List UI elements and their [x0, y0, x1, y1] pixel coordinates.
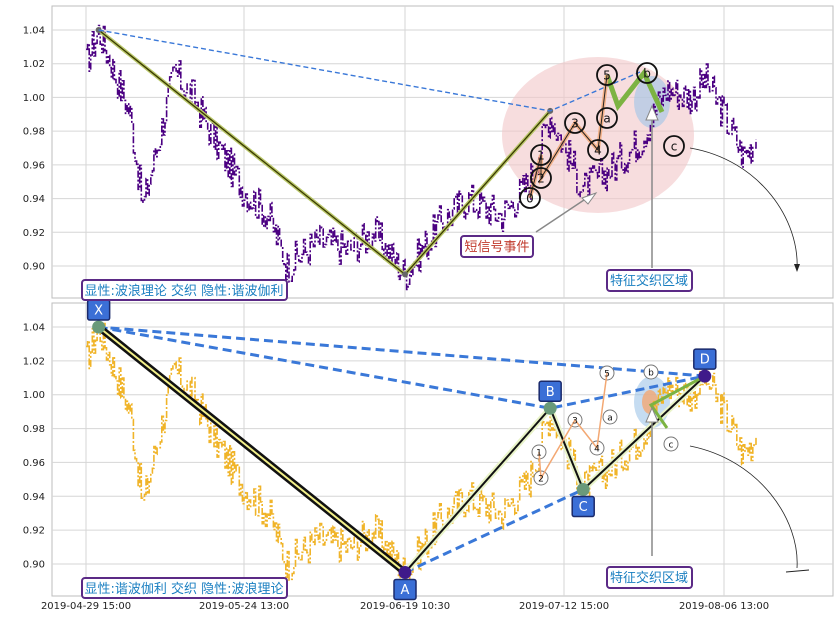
- plot-frame-1: [51, 302, 834, 597]
- bottom-green-wave: [648, 374, 706, 429]
- harmonic-label-a: A: [401, 583, 410, 598]
- harmonic-point-b: [543, 401, 557, 415]
- harmonic-label-c: C: [579, 500, 588, 515]
- harmonic-point-c: [576, 483, 590, 497]
- bottom-curve-arrow: [689, 445, 798, 569]
- top-curve-arrowhead: [794, 264, 800, 272]
- top-price-line: [86, 24, 757, 291]
- y-tick-label: 0.94: [23, 492, 45, 503]
- top-wave-label: 2: [537, 172, 545, 186]
- bottom-ac-dash: [404, 488, 584, 574]
- top-event-arrow: [535, 195, 591, 233]
- top-green-wave: [604, 68, 665, 114]
- top-zigzag-inner: [98, 29, 406, 275]
- bottom-leg: [582, 375, 706, 491]
- top-wave-label: 3: [571, 117, 579, 131]
- y-tick-label: 0.96: [23, 458, 45, 469]
- bottom-zone-arrowhead: [645, 406, 659, 423]
- bottom-wave-label: 3: [572, 417, 578, 427]
- bottom-wave-circle: [663, 436, 679, 452]
- y-tick-label: 0.96: [23, 160, 45, 171]
- top-zigzag-point: [402, 271, 408, 278]
- bottom-leg: [404, 407, 551, 574]
- top-wave-circle: [636, 62, 658, 84]
- top-wave-label: 1: [537, 149, 545, 163]
- harmonic-point-x: [92, 320, 106, 334]
- harmonic-label-b: B: [546, 385, 555, 400]
- bottom-impulse-line: [538, 372, 608, 481]
- top-curve-arrow: [689, 147, 798, 271]
- y-tick-label: 1.02: [23, 356, 45, 367]
- bottom-curve-end: [785, 569, 810, 573]
- top-wave-label: 4: [594, 144, 602, 158]
- top-wave-circle: [596, 64, 618, 86]
- x-tick-label: 2019-04-29 15:00: [41, 601, 131, 612]
- bottom-wave-circle: [643, 364, 659, 380]
- bottom-wave-label: 1: [536, 449, 542, 459]
- y-tick-label: 0.98: [23, 127, 45, 138]
- top-wave-circle: [663, 135, 685, 157]
- top-zigzag-inner: [404, 110, 551, 275]
- harmonic-box-b: [538, 380, 562, 403]
- x-tick-label: 2019-07-12 15:00: [519, 601, 609, 612]
- top-wave-label: b: [643, 67, 651, 81]
- harmonic-box-c: [571, 495, 595, 518]
- top-zone-arrowhead: [645, 104, 659, 121]
- bottom-wave-label: a: [607, 414, 613, 424]
- y-tick-label: 1.00: [23, 390, 45, 401]
- y-tick-label: 0.92: [23, 228, 45, 239]
- bottom-wave-label: b: [648, 369, 654, 379]
- top-blue-glow: [634, 76, 670, 128]
- top-wave-circle: [564, 112, 586, 134]
- bottom-xa-core: [98, 326, 406, 574]
- text-layer: 0 1 2 3 4 5 a b c 1 2 3 4 5 a b c X A B C D: [86, 67, 717, 601]
- bottom-wave-label: 4: [594, 445, 600, 455]
- harmonic-point-a: [398, 565, 412, 579]
- y-tick-label: 1.04: [23, 323, 45, 334]
- top-wave-label: c: [671, 140, 678, 154]
- background-layer: 0.90 0.92 0.94 0.96 0.98 1.00 1.02 1.04 0.90 0.92…: [23, 5, 834, 612]
- top-wave-label: a: [603, 112, 610, 126]
- x-tick-label: 2019-06-19 10:30: [360, 601, 450, 612]
- y-tick-label: 1.00: [23, 93, 45, 104]
- x-tick-label: 2019-05-24 13:00: [199, 601, 289, 612]
- y-tick-label: 1.04: [23, 26, 45, 37]
- y-tick-label: 0.90: [23, 262, 45, 273]
- y-tick-label: 1.02: [23, 59, 45, 70]
- plot-frame-0: [51, 5, 834, 299]
- y-tick-label: 0.90: [23, 560, 45, 571]
- top-wave-label: 5: [603, 69, 611, 83]
- top-wave-circle: [519, 187, 541, 209]
- y-tick-label: 0.92: [23, 526, 45, 537]
- harmonic-label-d: D: [700, 353, 710, 368]
- pattern-layer: [92, 27, 810, 579]
- harmonic-point-d: [698, 369, 712, 383]
- top-wave-circle: [530, 144, 552, 166]
- bottom-xbd-dash: [98, 325, 706, 410]
- harmonic-label-x: X: [94, 304, 103, 319]
- bottom-wave-label: c: [669, 441, 674, 451]
- x-tick-label: 2019-08-06 13:00: [679, 601, 769, 612]
- y-tick-label: 0.98: [23, 424, 45, 435]
- top-impulse-line: [529, 74, 608, 199]
- top-wave-circle: [587, 139, 609, 161]
- harmonic-box-d: [693, 348, 717, 370]
- top-wave-circle: [596, 107, 618, 129]
- bottom-wave-circle: [602, 409, 618, 425]
- y-tick-label: 0.94: [23, 194, 45, 205]
- harmonic-box-a: [393, 578, 417, 601]
- top-event-arrowhead: [581, 191, 598, 205]
- bottom-wave-label: 5: [604, 370, 610, 380]
- bottom-wave-label: 2: [538, 475, 544, 485]
- top-wave-label: 0: [526, 192, 534, 206]
- bottom-leg: [549, 407, 585, 490]
- top-wave-circle: [530, 167, 552, 189]
